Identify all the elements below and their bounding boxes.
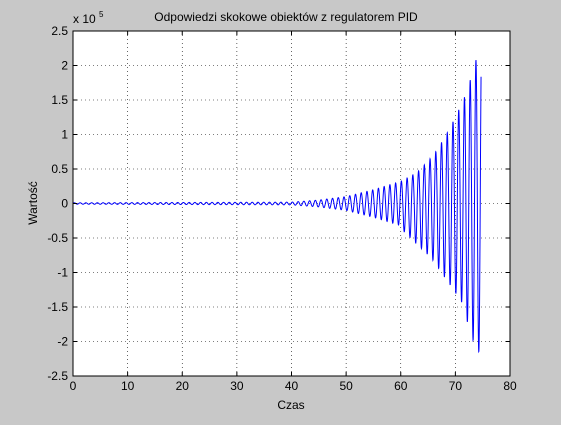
chart-title: Odpowiedzi skokowe obiektów z regulatore… — [154, 10, 418, 24]
x-tick-label: 50 — [339, 379, 353, 393]
x-tick-label: 20 — [176, 379, 190, 393]
y-tick-label: 0.5 — [51, 162, 68, 176]
series-group — [72, 59, 482, 354]
y-exponent-base: x 10 — [73, 12, 96, 26]
y-tick-label: -0.5 — [47, 231, 68, 245]
x-tick-label: 70 — [449, 379, 463, 393]
x-axis-label: Czas — [277, 398, 304, 412]
y-axis-label: Wartość — [26, 181, 40, 225]
y-tick-label: 0 — [61, 197, 68, 211]
x-tick-label: 80 — [503, 379, 517, 393]
ticks — [72, 30, 511, 377]
y-tick-label: 2.5 — [51, 24, 68, 38]
y-tick-label: 2 — [61, 59, 68, 73]
x-tick-label: 30 — [230, 379, 244, 393]
y-tick-labels: -2.5 -2 -1.5 -1 -0.5 0 0.5 1 1.5 2 2.5 — [47, 24, 68, 383]
y-tick-label: -2 — [57, 335, 68, 349]
x-tick-label: 60 — [394, 379, 408, 393]
y-tick-label: -1.5 — [47, 300, 68, 314]
y-exponent-label: x 10 5 — [73, 10, 104, 26]
y-tick-label: -1 — [57, 266, 68, 280]
x-tick-label: 0 — [70, 379, 77, 393]
y-tick-label: 1.5 — [51, 93, 68, 107]
y-tick-label: -2.5 — [47, 369, 68, 383]
x-tick-label: 40 — [285, 379, 299, 393]
y-exponent-power: 5 — [99, 10, 104, 19]
y-tick-label: 1 — [61, 128, 68, 142]
x-tick-labels: 0 10 20 30 40 50 60 70 80 — [70, 379, 517, 393]
x-tick-label: 10 — [121, 379, 135, 393]
series-line — [72, 59, 482, 354]
